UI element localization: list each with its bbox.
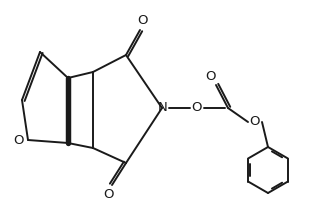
Text: O: O: [205, 70, 215, 83]
Text: O: O: [137, 14, 147, 27]
Text: O: O: [250, 115, 260, 129]
Text: O: O: [192, 101, 202, 115]
Text: O: O: [103, 188, 113, 201]
Text: O: O: [14, 133, 24, 147]
Text: N: N: [158, 101, 168, 115]
